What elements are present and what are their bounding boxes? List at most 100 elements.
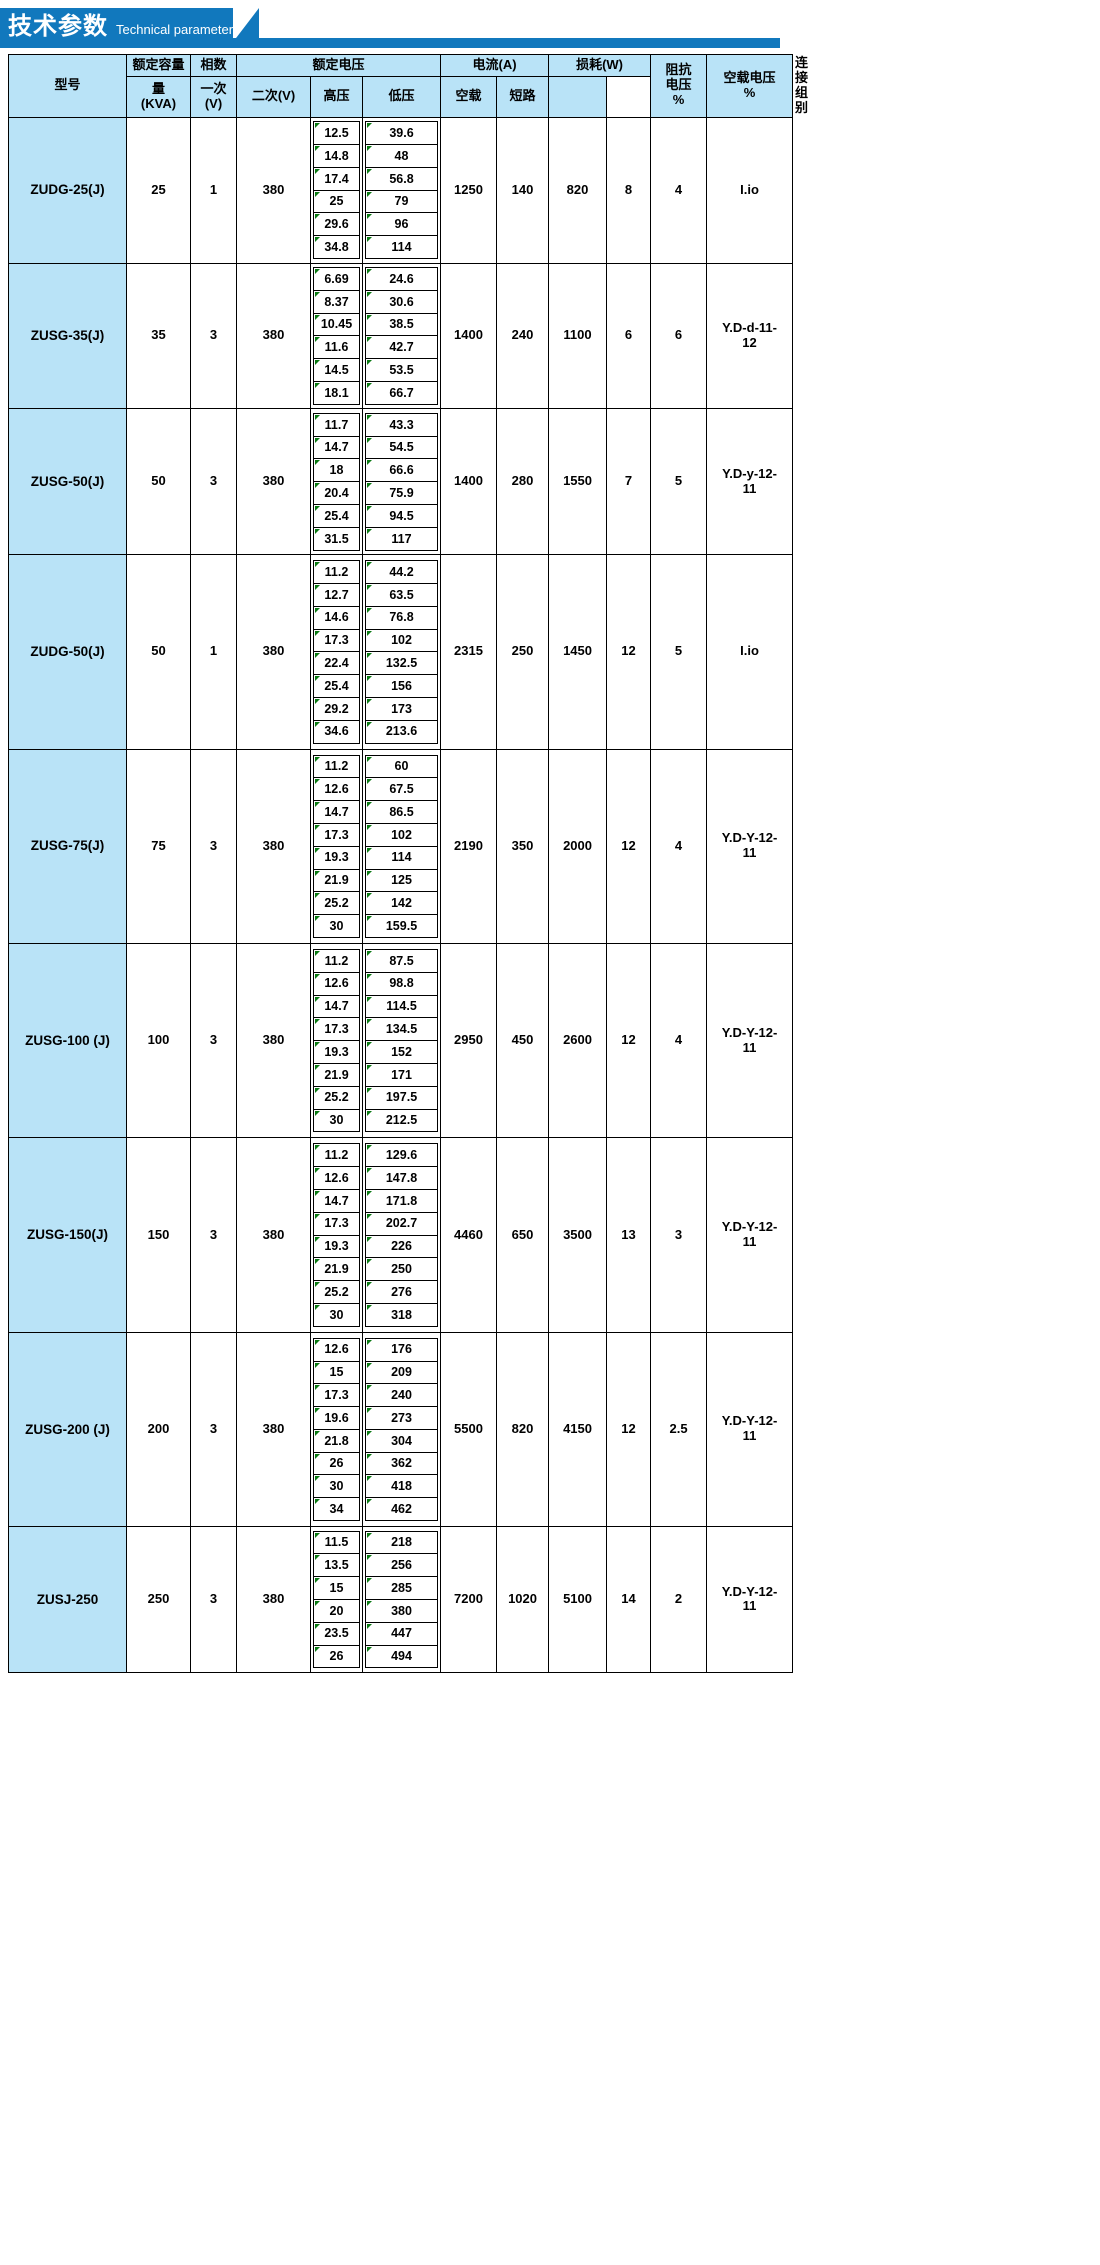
cell-impedance: 13 xyxy=(606,1137,652,1333)
cell-short-circuit-current: 140 xyxy=(496,116,550,264)
cell-phases: 3 xyxy=(190,408,237,556)
cell-low-voltage: 256 xyxy=(364,1553,439,1578)
header-no-load: 空载 xyxy=(440,76,498,118)
cell-no-load-current: 1400 xyxy=(440,262,498,410)
cell-high-voltage: 11.7 xyxy=(313,412,360,437)
cell-impedance: 6 xyxy=(606,262,652,410)
cell-model: ZUSG-150(J) xyxy=(8,1137,127,1333)
cell-low-voltage-stack: 176 209 240 273 304 362 418 462 xyxy=(361,1331,442,1528)
cell-low-voltage: 171.8 xyxy=(364,1188,439,1213)
cell-high-voltage: 19.3 xyxy=(313,1234,360,1259)
cell-low-voltage-stack: 60 67.5 86.5 102 114 125 142 159.5 xyxy=(361,748,442,944)
cell-high-voltage: 11.2 xyxy=(313,560,360,584)
cell-low-voltage: 86.5 xyxy=(364,800,439,824)
cell-low-voltage: 197.5 xyxy=(364,1085,439,1110)
cell-high-voltage: 26 xyxy=(313,1451,360,1476)
cell-short-circuit-current: 350 xyxy=(496,748,550,944)
cell-short-circuit-current: 280 xyxy=(496,408,550,556)
cell-low-voltage: 114.5 xyxy=(364,994,439,1019)
cell-low-voltage: 79 xyxy=(364,189,439,214)
cell-phases: 3 xyxy=(190,262,237,410)
cell-short-circuit-current: 250 xyxy=(496,554,550,750)
section-banner: 技术参数 Technical parameter xyxy=(0,0,780,48)
cell-high-voltage-stack: 11.2 12.6 14.7 17.3 19.3 21.9 25.2 30 xyxy=(310,942,363,1139)
cell-low-voltage: 218 xyxy=(364,1530,439,1555)
cell-high-voltage-stack: 12.6 15 17.3 19.6 21.8 26 30 34 xyxy=(310,1331,363,1528)
cell-no-load-current: 2950 xyxy=(440,942,498,1139)
cell-low-voltage: 48 xyxy=(364,144,439,168)
cell-no-load-voltage: 6 xyxy=(650,262,708,410)
cell-no-load-voltage: 2.5 xyxy=(650,1331,708,1528)
cell-high-voltage: 25.2 xyxy=(313,1280,360,1304)
cell-capacity: 75 xyxy=(126,748,191,944)
connection-line-1: Y.D-Y-12- xyxy=(721,830,778,846)
cell-high-voltage: 12.5 xyxy=(313,121,360,146)
header-low-voltage: 低压 xyxy=(361,76,442,118)
table-body: ZUDG-25(J) 25 1 380 12.5 14.8 17.4 25 29.6 34.8 39… xyxy=(8,116,794,1673)
cell-low-voltage: 147.8 xyxy=(364,1166,439,1190)
cell-high-voltage: 11.6 xyxy=(313,335,360,360)
cell-loss: 820 xyxy=(548,116,608,264)
cell-low-voltage: 42.7 xyxy=(364,335,439,360)
cell-connection: Y.D-y-12- 11 xyxy=(706,408,794,556)
cell-low-voltage: 318 xyxy=(364,1302,439,1327)
cell-capacity: 35 xyxy=(126,262,191,410)
header-capacity-unit: 量 (KVA) xyxy=(126,76,191,118)
cell-high-voltage: 11.2 xyxy=(313,754,360,779)
cell-high-voltage: 17.3 xyxy=(313,628,360,653)
cell-secondary: 380 xyxy=(236,262,311,410)
cell-low-voltage: 30.6 xyxy=(364,289,439,314)
cell-no-load-current: 1400 xyxy=(440,408,498,556)
cell-connection: Y.D-Y-12- 11 xyxy=(706,942,794,1139)
cell-loss: 3500 xyxy=(548,1137,608,1333)
cell-no-load-current: 5500 xyxy=(440,1331,498,1528)
header-rated-voltage: 额定电压 xyxy=(235,54,442,77)
cell-no-load-current: 2190 xyxy=(440,748,498,944)
cell-phases: 3 xyxy=(190,942,237,1139)
table-row: ZUSG-200 (J) 200 3 380 12.6 15 17.3 19.6 21.8 26 3… xyxy=(8,1331,794,1528)
header-high-voltage: 高压 xyxy=(310,76,363,118)
connection-line-1: Y.D-Y-12- xyxy=(721,1219,778,1235)
cell-no-load-voltage: 2 xyxy=(650,1526,708,1673)
cell-high-voltage: 11.2 xyxy=(313,1143,360,1168)
cell-high-voltage: 19.6 xyxy=(313,1406,360,1430)
cell-low-voltage: 285 xyxy=(364,1576,439,1600)
cell-low-voltage: 96 xyxy=(364,212,439,237)
cell-high-voltage: 14.7 xyxy=(313,435,360,460)
cell-high-voltage-stack: 11.2 12.6 14.7 17.3 19.3 21.9 25.2 30 xyxy=(310,748,363,944)
cell-low-voltage: 102 xyxy=(364,628,439,653)
cell-capacity: 250 xyxy=(126,1526,191,1673)
cell-secondary: 380 xyxy=(236,116,311,264)
cell-high-voltage: 11.2 xyxy=(313,948,360,973)
cell-low-voltage: 24.6 xyxy=(364,267,439,291)
cell-high-voltage: 10.45 xyxy=(313,312,360,337)
cell-impedance: 7 xyxy=(606,408,652,556)
cell-no-load-current: 4460 xyxy=(440,1137,498,1333)
table-row: ZUDG-25(J) 25 1 380 12.5 14.8 17.4 25 29.6 34.8 39… xyxy=(8,116,794,264)
cell-capacity: 50 xyxy=(126,554,191,750)
cell-capacity: 150 xyxy=(126,1137,191,1333)
connection-line-1: Y.D-d-11- xyxy=(722,320,777,335)
cell-connection: Y.D-Y-12- 11 xyxy=(706,1137,794,1333)
cell-high-voltage: 17.3 xyxy=(313,1383,360,1408)
cell-high-voltage: 15 xyxy=(313,1576,360,1600)
cell-low-voltage: 75.9 xyxy=(364,481,439,506)
cell-capacity: 50 xyxy=(126,408,191,556)
cell-short-circuit-current: 240 xyxy=(496,262,550,410)
cell-secondary: 380 xyxy=(236,408,311,556)
cell-low-voltage: 273 xyxy=(364,1406,439,1430)
connection-line-2: 11 xyxy=(742,1428,757,1444)
cell-model: ZUSJ-250 xyxy=(8,1526,127,1673)
header-loss: 损耗(W) xyxy=(548,54,652,77)
header-phases-primary: 一次 (V) xyxy=(190,76,237,118)
cell-connection: I.io xyxy=(706,554,794,750)
cell-high-voltage-stack: 11.7 14.7 18 20.4 25.4 31.5 xyxy=(310,408,363,556)
cell-low-voltage: 142 xyxy=(364,891,439,916)
banner-title-cn: 技术参数 xyxy=(8,13,108,40)
table-row: ZUSG-100 (J) 100 3 380 11.2 12.6 14.7 17.3 19.3 2… xyxy=(8,942,794,1139)
cell-high-voltage: 30 xyxy=(313,1474,360,1499)
table-row: ZUSG-50(J) 50 3 380 11.7 14.7 18 20.4 25.4 31.5 43… xyxy=(8,408,794,556)
cell-connection: Y.D-Y-12- 11 xyxy=(706,748,794,944)
cell-low-voltage: 159.5 xyxy=(364,914,439,938)
spec-table-wrap: 型号 额定容量 相数 额定电压 电流(A) 损耗(W) 阻抗 电压 % 空载电压… xyxy=(0,54,808,1673)
